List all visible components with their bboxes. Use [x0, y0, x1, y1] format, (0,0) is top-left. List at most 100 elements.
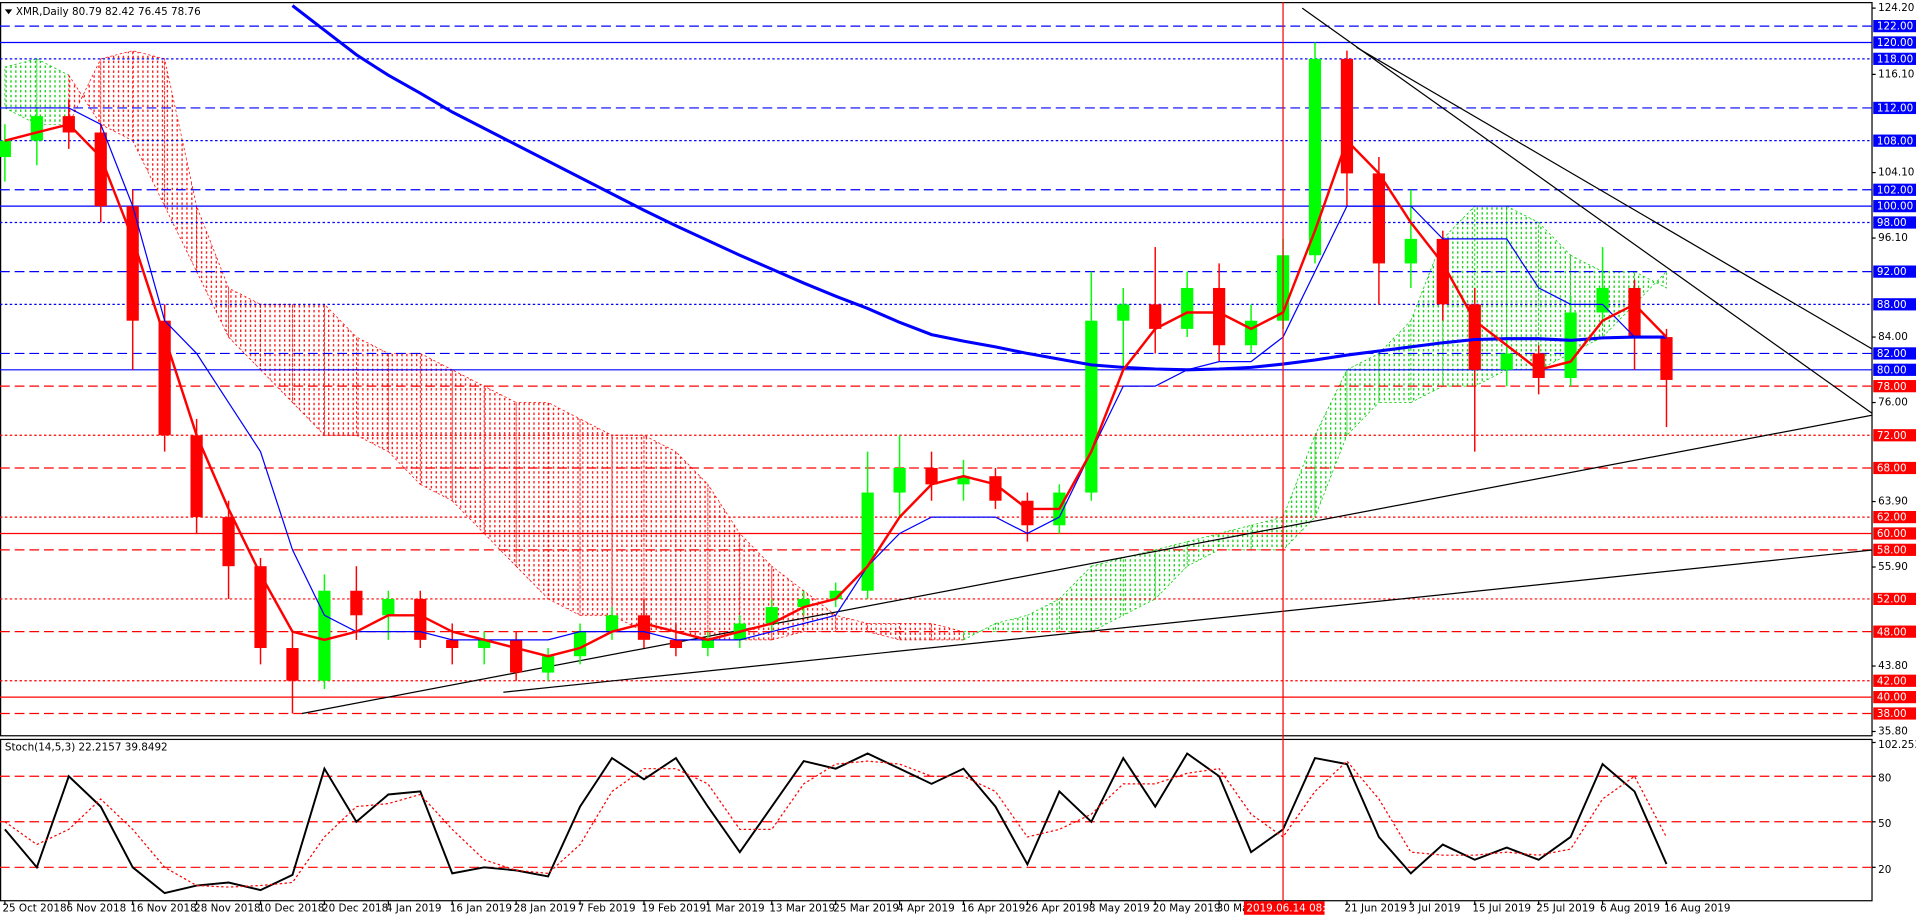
level-label-box [1873, 101, 1916, 115]
x-tick-label: 6 Nov 2018 [66, 903, 126, 915]
sub-pane [0, 752, 1873, 895]
candle-body [1308, 58, 1322, 256]
cloud-segment [1506, 205, 1540, 371]
x-tick-label: 4 Apr 2019 [897, 903, 955, 915]
candle-body [1500, 353, 1513, 370]
level-label-box [1873, 36, 1916, 49]
candle-body [126, 206, 139, 321]
level-label-box [1873, 19, 1916, 33]
level-label: 120.00 [1877, 37, 1913, 49]
y-tick-label: 20 [1878, 864, 1891, 876]
cloud-segment [260, 303, 293, 404]
cloud-segment [36, 58, 70, 125]
cloud-segment [995, 614, 1028, 633]
candle-body [797, 598, 810, 608]
indicator-line [4, 107, 1667, 641]
level-label-box [1873, 134, 1916, 147]
level-label-box [1873, 461, 1916, 475]
candle-body [637, 615, 651, 640]
cloud-segment [515, 402, 549, 600]
candle-body [701, 639, 714, 649]
cloud-segment [68, 58, 102, 126]
indicator-line [291, 4, 1667, 372]
candle-body [925, 467, 938, 485]
candle-body [0, 140, 11, 158]
cloud-segment [675, 450, 709, 641]
x-tick-label: 13 Mar 2019 [769, 903, 835, 915]
x-tick-label: 21 Jun 2019 [1344, 903, 1406, 915]
y-tick-label: 124.20 [1878, 2, 1914, 14]
cloud-segment [1314, 369, 1348, 518]
x-tick-label: 3 Jul 2019 [1408, 903, 1460, 915]
crosshair-label: 2019.06.14 08:00 [1246, 903, 1339, 915]
level-label: 58.00 [1877, 544, 1907, 556]
level-label: 68.00 [1877, 463, 1907, 475]
x-tick-label: 7 Feb 2019 [578, 903, 636, 915]
candle-body [30, 116, 43, 141]
chart-title: XMR,Daily 80.79 82.42 76.45 78.76 [16, 6, 201, 18]
y-tick-label: 102.2538 [1878, 739, 1916, 751]
x-tick-label: 28 Jan 2019 [514, 903, 576, 915]
candle-body [1213, 287, 1226, 346]
x-tick-label: 25 Jul 2019 [1536, 903, 1595, 915]
candle-body [1149, 304, 1162, 329]
level-label: 48.00 [1877, 626, 1907, 638]
level-label-box [1873, 707, 1916, 720]
candle-body [669, 639, 683, 649]
trendline [301, 414, 1873, 715]
x-tick-label: 16 Aug 2019 [1664, 903, 1730, 915]
x-tick-label: 20 May 2019 [1153, 903, 1221, 915]
level-label-box [1873, 347, 1916, 360]
level-label-box [1873, 691, 1916, 704]
x-tick-label: 16 Jan 2019 [450, 903, 512, 915]
cloud-segment [1027, 598, 1060, 633]
level-label-box [1873, 429, 1916, 442]
main-pane [0, 4, 1873, 715]
level-label: 102.00 [1877, 184, 1913, 196]
candle-body [190, 435, 203, 518]
cloud-segment [387, 353, 421, 486]
y-tick-label: 43.80 [1878, 660, 1908, 672]
candle-body [1436, 238, 1449, 305]
cloud-segment [419, 352, 453, 502]
y-tick-label: 84.00 [1878, 331, 1908, 343]
level-label: 118.00 [1877, 53, 1913, 65]
cloud-segment [1090, 557, 1124, 633]
candle-body [1404, 238, 1417, 264]
level-label: 122.00 [1877, 21, 1913, 33]
level-label: 82.00 [1877, 348, 1907, 360]
level-label: 92.00 [1877, 266, 1907, 278]
cloud-segment [1346, 352, 1380, 437]
level-label: 108.00 [1877, 135, 1913, 147]
candle-body [382, 598, 395, 616]
cloud-segment [356, 336, 389, 453]
x-tick-label: 6 Aug 2019 [1600, 903, 1660, 915]
level-label: 78.00 [1877, 381, 1907, 393]
y-tick-label: 55.90 [1878, 561, 1908, 573]
candle-body [1532, 353, 1545, 378]
x-tick-label: 26 Apr 2019 [1025, 903, 1089, 915]
cloud-segment [707, 483, 741, 641]
level-label-box [1873, 52, 1916, 65]
x-tick-label: 10 Dec 2018 [258, 903, 324, 915]
cloud-segment [835, 614, 869, 633]
level-label-box [1873, 363, 1916, 376]
candle-body [414, 598, 427, 640]
y-tick-label: 104.10 [1878, 167, 1914, 179]
x-tick-label: 28 Nov 2018 [194, 903, 260, 915]
y-tick-label: 76.00 [1878, 397, 1908, 409]
level-label-box [1873, 527, 1916, 540]
level-label-box [1873, 510, 1916, 524]
candle-body [510, 639, 523, 673]
x-tick-label: 16 Apr 2019 [961, 903, 1025, 915]
trendline [503, 549, 1873, 693]
x-tick-label: 16 Nov 2018 [130, 903, 196, 915]
level-label-box [1873, 543, 1916, 556]
level-label: 88.00 [1877, 299, 1907, 311]
candle-body [765, 607, 778, 624]
y-tick-label: 116.10 [1878, 68, 1914, 80]
